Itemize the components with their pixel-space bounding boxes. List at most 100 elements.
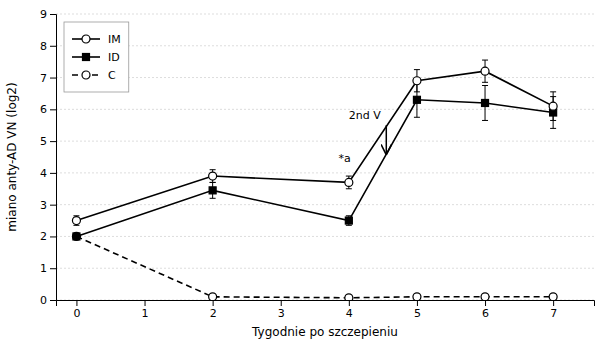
error-bar-part <box>482 60 488 61</box>
error-bar <box>346 216 352 226</box>
error-bar-part <box>414 117 420 118</box>
y-axis: 0 1 2 3 4 5 6 7 8 9 <box>40 8 57 307</box>
error-bar-part <box>346 188 352 189</box>
series <box>72 232 557 300</box>
tick: 4 <box>40 167 56 180</box>
tick: 6 <box>40 103 56 116</box>
tick-mark <box>50 46 56 47</box>
tick-label: 2 <box>210 307 217 320</box>
point <box>345 294 353 300</box>
tick-label: 0 <box>73 307 80 320</box>
tick: 1 <box>142 300 149 320</box>
grid-line <box>56 45 594 46</box>
tick-mark <box>50 109 56 110</box>
point <box>345 178 353 186</box>
y-axis-title: miano anty-AD VN (log2) <box>5 82 19 231</box>
tick-label: 6 <box>482 307 489 320</box>
tick: 3 <box>278 300 285 320</box>
tick-label: 5 <box>414 307 421 320</box>
point <box>345 217 352 224</box>
legend-marker <box>82 71 90 79</box>
tick-label: 4 <box>40 167 47 180</box>
point <box>413 96 420 103</box>
error-bar-part <box>482 85 488 86</box>
annotation: 2nd V <box>349 109 381 122</box>
tick-mark <box>145 300 146 306</box>
tick-label: 7 <box>40 72 47 85</box>
tick: 2 <box>40 230 56 243</box>
error-bar-part <box>482 82 488 83</box>
tick: 1 <box>40 262 56 275</box>
legend-marker <box>82 35 90 43</box>
grid-line <box>56 268 594 269</box>
error-bar <box>210 170 216 183</box>
tick-label: 0 <box>40 294 47 307</box>
point <box>413 293 421 300</box>
tick: 0 <box>40 294 56 307</box>
point <box>549 102 557 110</box>
annotations: 2nd V *a <box>339 109 387 165</box>
point <box>482 99 489 106</box>
arrow <box>386 125 388 154</box>
series <box>72 60 557 225</box>
grid-line <box>56 204 594 205</box>
point <box>481 293 489 300</box>
error-bar <box>550 92 556 121</box>
point <box>73 233 80 240</box>
point <box>72 217 80 225</box>
plot-area <box>72 60 557 300</box>
error-bar-part <box>550 91 556 92</box>
legend-label: IM <box>108 33 121 46</box>
error-bar-part <box>210 169 216 170</box>
error-bar-part <box>346 215 352 216</box>
tick-label: 8 <box>40 40 47 53</box>
grid-line <box>56 14 594 15</box>
tick: 9 <box>40 8 56 21</box>
point <box>549 293 557 300</box>
error-bar-part <box>210 182 216 183</box>
grid-line <box>56 109 594 110</box>
tick-label: 1 <box>142 307 149 320</box>
legend-label: C <box>108 69 116 82</box>
tick: 6 <box>482 300 489 320</box>
tick-mark <box>553 300 554 306</box>
error-bar-part <box>210 182 216 183</box>
error-bar <box>210 182 216 198</box>
tick-mark <box>76 300 77 306</box>
tick-mark <box>281 300 282 306</box>
error-bar <box>73 233 79 239</box>
tick-mark <box>50 78 56 79</box>
tick: 3 <box>40 199 56 212</box>
tick-label: 9 <box>40 8 47 21</box>
chart: 012345670123456789Tygodnie po szczepieni… <box>0 0 610 344</box>
tick-label: 3 <box>278 307 285 320</box>
grid-line <box>56 236 594 237</box>
error-bar <box>346 176 352 189</box>
annotation: *a <box>339 152 351 165</box>
tick-label: 6 <box>40 103 47 116</box>
tick-mark <box>213 300 214 306</box>
legend-box <box>64 22 129 92</box>
tick-label: 5 <box>40 135 47 148</box>
error-bar-part <box>346 176 352 177</box>
legend-item: IM <box>72 33 121 46</box>
legend-item: ID <box>72 51 120 64</box>
tick-mark <box>50 14 56 15</box>
tick-label: 2 <box>40 230 47 243</box>
point <box>413 77 421 85</box>
error-bar-part <box>414 69 420 70</box>
tick-mark <box>50 300 56 301</box>
tick: 7 <box>550 300 557 320</box>
legend-item: C <box>72 69 116 82</box>
error-bar-part <box>210 198 216 199</box>
legend: IM ID C <box>64 22 129 92</box>
line <box>76 100 553 237</box>
axis-line <box>57 301 595 307</box>
grid <box>56 14 594 300</box>
point <box>209 172 217 180</box>
point <box>209 293 217 300</box>
tick: 5 <box>414 300 421 320</box>
tick-mark <box>50 236 56 237</box>
tick: 2 <box>210 300 217 320</box>
point <box>481 67 489 75</box>
